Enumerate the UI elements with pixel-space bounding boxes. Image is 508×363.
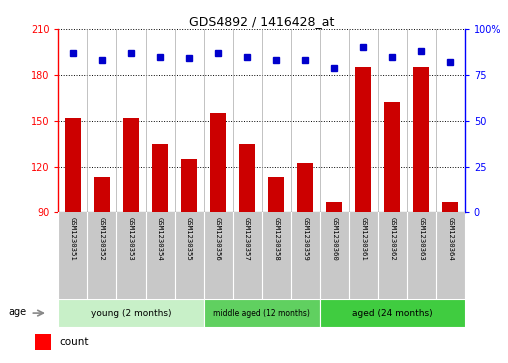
Text: GSM1230363: GSM1230363 <box>418 217 424 261</box>
Bar <box>414 67 429 212</box>
Text: GSM1230355: GSM1230355 <box>186 217 192 261</box>
Bar <box>204 299 320 327</box>
Bar <box>152 144 168 212</box>
Text: GSM1230353: GSM1230353 <box>128 217 134 261</box>
Text: GSM1230358: GSM1230358 <box>273 217 279 261</box>
Text: middle aged (12 months): middle aged (12 months) <box>213 309 310 318</box>
Bar <box>355 67 371 212</box>
Text: aged (24 months): aged (24 months) <box>352 309 432 318</box>
Bar <box>239 144 255 212</box>
Text: GSM1230360: GSM1230360 <box>331 217 337 261</box>
Text: GSM1230357: GSM1230357 <box>244 217 250 261</box>
Text: GSM1230361: GSM1230361 <box>360 217 366 261</box>
Bar <box>181 159 197 212</box>
Bar <box>210 113 226 212</box>
Text: GSM1230352: GSM1230352 <box>99 217 105 261</box>
Text: GSM1230356: GSM1230356 <box>215 217 221 261</box>
Bar <box>123 118 139 212</box>
Bar <box>320 299 465 327</box>
Bar <box>268 177 284 212</box>
Bar <box>65 118 81 212</box>
Bar <box>58 299 204 327</box>
Text: count: count <box>60 337 89 347</box>
Text: GSM1230364: GSM1230364 <box>448 217 453 261</box>
Bar <box>442 202 458 212</box>
Bar <box>94 177 110 212</box>
Bar <box>35 334 51 350</box>
Bar <box>384 102 400 212</box>
Text: GSM1230351: GSM1230351 <box>70 217 76 261</box>
Bar <box>326 202 342 212</box>
Text: GSM1230354: GSM1230354 <box>157 217 163 261</box>
Bar <box>297 163 313 212</box>
Text: GSM1230359: GSM1230359 <box>302 217 308 261</box>
Title: GDS4892 / 1416428_at: GDS4892 / 1416428_at <box>189 15 334 28</box>
Text: GSM1230362: GSM1230362 <box>389 217 395 261</box>
Text: young (2 months): young (2 months) <box>91 309 171 318</box>
Text: age: age <box>9 307 27 317</box>
